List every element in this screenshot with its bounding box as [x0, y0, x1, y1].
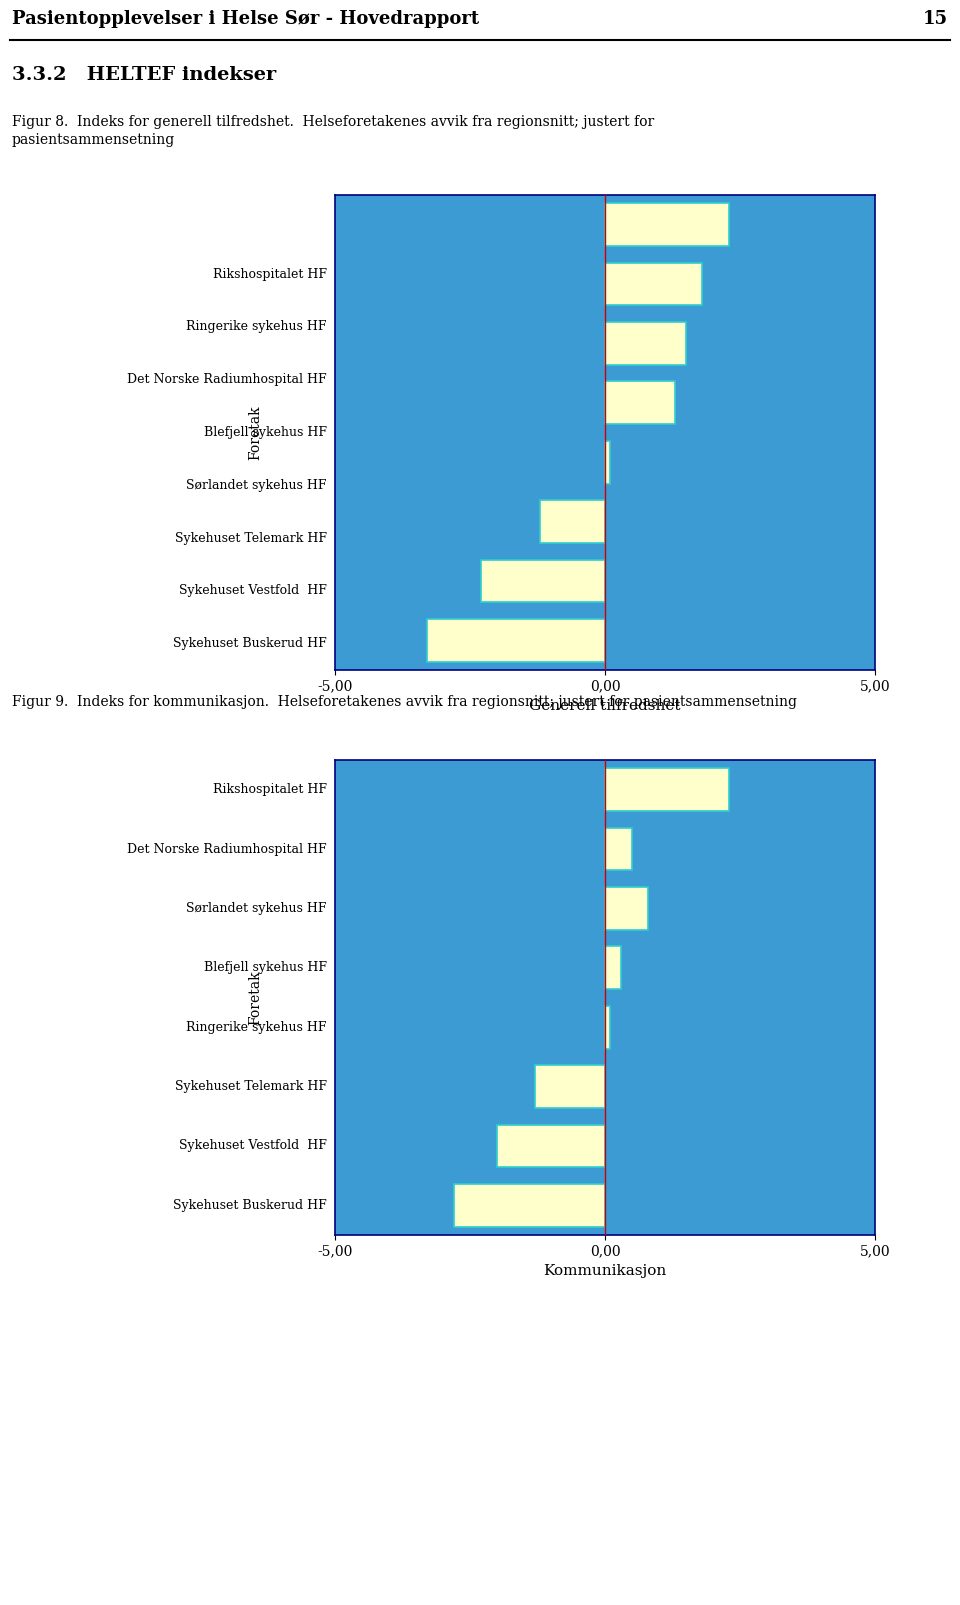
Text: 3.3.2   HELTEF indekser: 3.3.2 HELTEF indekser: [12, 66, 276, 83]
Text: Sykehuset Buskerud HF: Sykehuset Buskerud HF: [173, 1199, 327, 1212]
Text: Sørlandet sykehus HF: Sørlandet sykehus HF: [186, 478, 327, 491]
Text: Foretak: Foretak: [248, 969, 262, 1026]
Bar: [481, 560, 605, 602]
Text: Ringerike sykehus HF: Ringerike sykehus HF: [186, 321, 327, 334]
Text: Figur 8.  Indeks for generell tilfredshet.  Helseforetakenes avvik fra regionsni: Figur 8. Indeks for generell tilfredshet…: [12, 116, 655, 148]
Bar: [605, 323, 686, 364]
Text: Blefjell sykehus HF: Blefjell sykehus HF: [204, 961, 327, 974]
Text: 15: 15: [923, 10, 948, 27]
Bar: [605, 382, 675, 424]
Bar: [605, 888, 648, 929]
Bar: [535, 1066, 605, 1107]
Text: Blefjell sykehus HF: Blefjell sykehus HF: [204, 425, 327, 440]
X-axis label: Generell tilfredshet: Generell tilfredshet: [529, 700, 681, 713]
Bar: [605, 769, 730, 811]
Bar: [427, 620, 605, 661]
Bar: [540, 501, 605, 542]
Bar: [605, 1006, 611, 1048]
Text: Det Norske Radiumhospital HF: Det Norske Radiumhospital HF: [128, 843, 327, 855]
Bar: [454, 1184, 605, 1226]
X-axis label: Kommunikasjon: Kommunikasjon: [543, 1265, 666, 1278]
Text: Det Norske Radiumhospital HF: Det Norske Radiumhospital HF: [128, 374, 327, 387]
Bar: [605, 441, 611, 483]
Bar: [605, 947, 621, 989]
Text: Pasientopplevelser i Helse Sør - Hovedrapport: Pasientopplevelser i Helse Sør - Hovedra…: [12, 10, 479, 27]
Text: Figur 9.  Indeks for kommunikasjon.  Helseforetakenes avvik fra regionsnitt; jus: Figur 9. Indeks for kommunikasjon. Helse…: [12, 695, 797, 709]
Bar: [605, 204, 730, 246]
Bar: [497, 1125, 605, 1167]
Text: Sørlandet sykehus HF: Sørlandet sykehus HF: [186, 902, 327, 915]
Text: Sykehuset Vestfold  HF: Sykehuset Vestfold HF: [180, 584, 327, 597]
Bar: [605, 828, 632, 870]
Text: Sykehuset Telemark HF: Sykehuset Telemark HF: [175, 1080, 327, 1093]
Text: Sykehuset Vestfold  HF: Sykehuset Vestfold HF: [180, 1140, 327, 1152]
Bar: [605, 263, 702, 305]
Text: Ringerike sykehus HF: Ringerike sykehus HF: [186, 1021, 327, 1034]
Text: Rikshospitalet HF: Rikshospitalet HF: [213, 783, 327, 796]
Text: Sykehuset Buskerud HF: Sykehuset Buskerud HF: [173, 637, 327, 650]
Text: Sykehuset Telemark HF: Sykehuset Telemark HF: [175, 531, 327, 544]
Text: Foretak: Foretak: [248, 404, 262, 459]
Text: Rikshospitalet HF: Rikshospitalet HF: [213, 268, 327, 281]
